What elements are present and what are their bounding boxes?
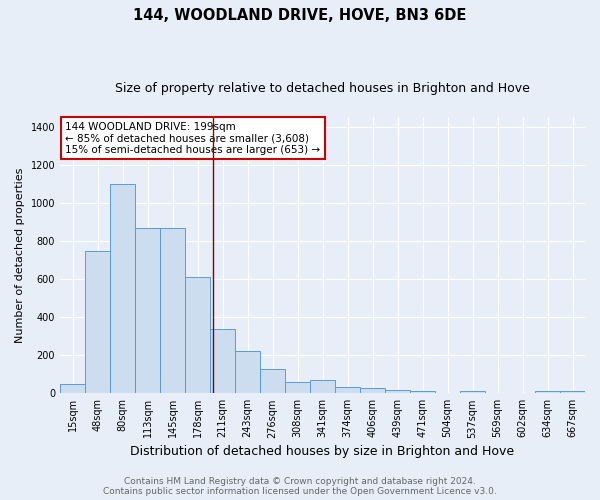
Bar bbox=[85, 250, 110, 394]
Bar bbox=[535, 392, 560, 394]
Text: 144 WOODLAND DRIVE: 199sqm
← 85% of detached houses are smaller (3,608)
15% of s: 144 WOODLAND DRIVE: 199sqm ← 85% of deta… bbox=[65, 122, 320, 155]
X-axis label: Distribution of detached houses by size in Brighton and Hove: Distribution of detached houses by size … bbox=[130, 444, 515, 458]
Bar bbox=[385, 390, 410, 394]
Bar bbox=[410, 390, 435, 394]
Text: Contains HM Land Registry data © Crown copyright and database right 2024.
Contai: Contains HM Land Registry data © Crown c… bbox=[103, 476, 497, 496]
Bar bbox=[560, 392, 585, 394]
Bar bbox=[335, 387, 360, 394]
Bar bbox=[110, 184, 135, 394]
Bar bbox=[235, 350, 260, 394]
Bar bbox=[135, 228, 160, 394]
Bar bbox=[460, 392, 485, 394]
Bar bbox=[160, 228, 185, 394]
Bar bbox=[360, 388, 385, 394]
Text: 144, WOODLAND DRIVE, HOVE, BN3 6DE: 144, WOODLAND DRIVE, HOVE, BN3 6DE bbox=[133, 8, 467, 22]
Bar bbox=[210, 328, 235, 394]
Bar bbox=[185, 278, 210, 394]
Y-axis label: Number of detached properties: Number of detached properties bbox=[15, 168, 25, 343]
Bar bbox=[260, 368, 285, 394]
Bar bbox=[310, 380, 335, 394]
Bar bbox=[285, 382, 310, 394]
Title: Size of property relative to detached houses in Brighton and Hove: Size of property relative to detached ho… bbox=[115, 82, 530, 96]
Bar bbox=[60, 384, 85, 394]
